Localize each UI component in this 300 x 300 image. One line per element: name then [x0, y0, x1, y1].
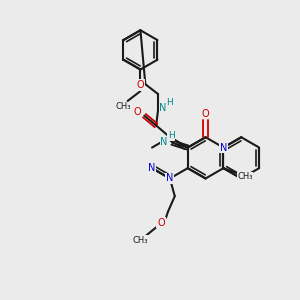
Text: O: O	[136, 80, 144, 90]
Text: CH₃: CH₃	[237, 172, 253, 182]
Text: O: O	[134, 107, 141, 117]
Text: CH₃: CH₃	[115, 102, 130, 111]
Text: N: N	[160, 137, 168, 147]
Text: O: O	[202, 109, 209, 119]
Text: N: N	[148, 163, 156, 173]
Text: O: O	[157, 218, 165, 228]
Text: N: N	[166, 173, 174, 184]
Text: H: H	[168, 131, 174, 140]
Text: N: N	[220, 142, 227, 152]
Text: CH₃: CH₃	[133, 236, 148, 245]
Text: N: N	[159, 103, 167, 113]
Text: H: H	[167, 98, 173, 107]
